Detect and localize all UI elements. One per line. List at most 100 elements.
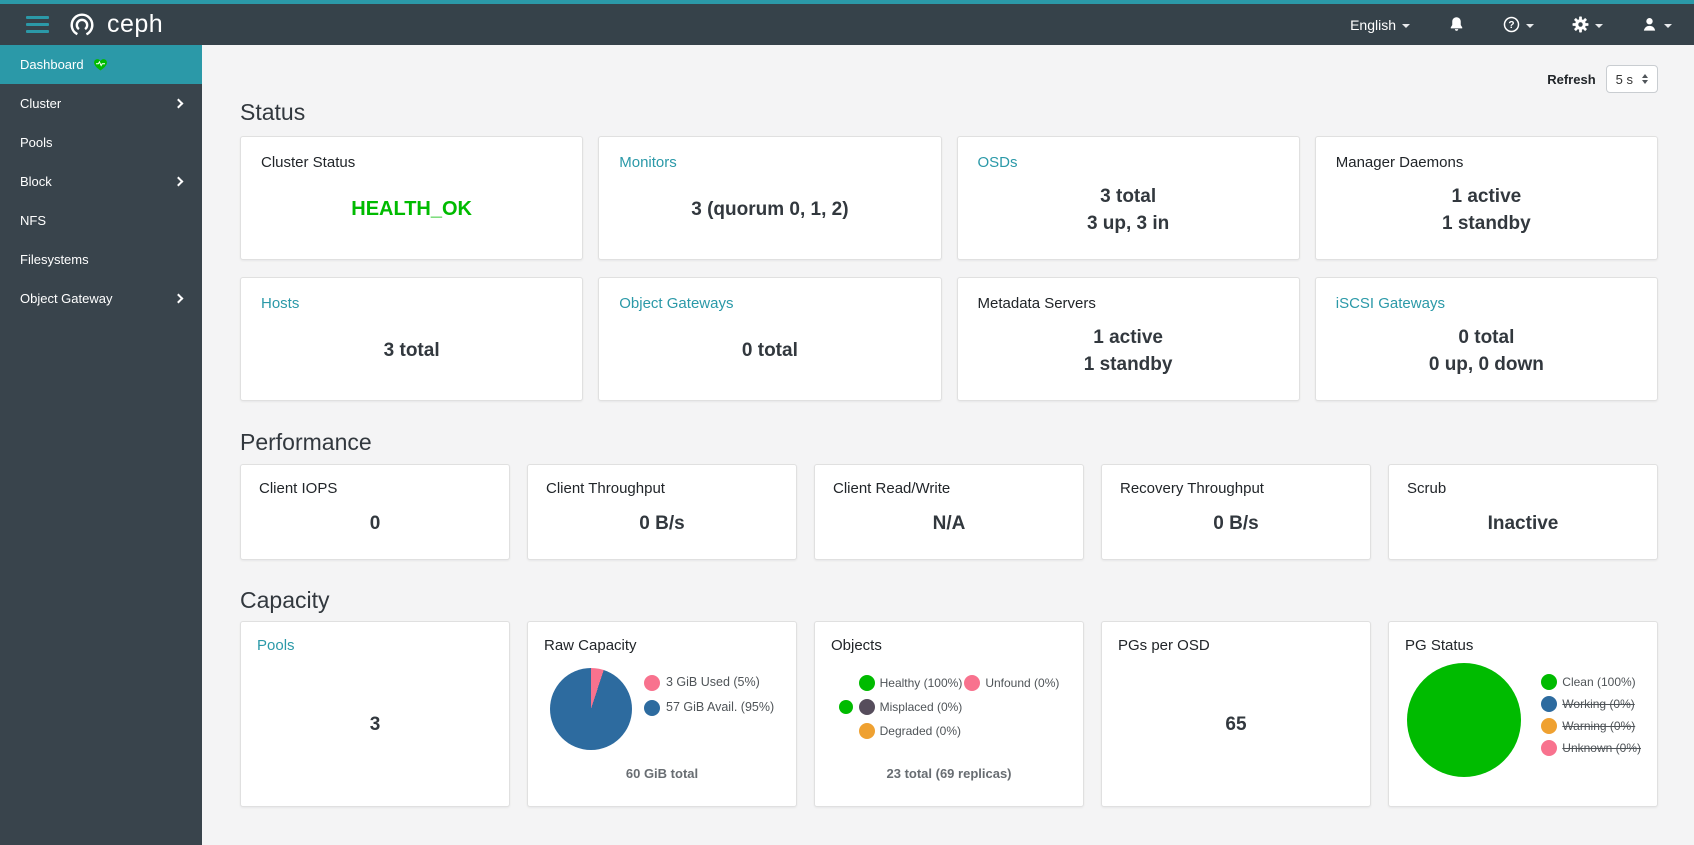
- rgw-total: 0 total: [741, 340, 798, 361]
- legend-item-unfound[interactable]: Unfound (0%): [964, 671, 1059, 695]
- iscsi-total: 0 total: [1458, 326, 1515, 348]
- legend-label: Working (0%): [1562, 697, 1635, 711]
- mds-standby: 1 standby: [1083, 353, 1173, 375]
- legend-dot: [644, 699, 660, 716]
- refresh-label: Refresh: [1547, 71, 1596, 87]
- user-icon: [1643, 18, 1656, 31]
- legend-item-healthy[interactable]: Healthy (100%): [858, 671, 963, 695]
- card-client-throughput: Client Throughput 0 B/s: [527, 464, 797, 560]
- sidebar-item-cluster[interactable]: Cluster: [0, 84, 202, 123]
- legend-item-available[interactable]: 57 GiB Avail. (95%): [644, 695, 774, 720]
- hosts-link[interactable]: Hosts: [261, 295, 300, 312]
- refresh-interval-select[interactable]: 5 s: [1605, 65, 1658, 93]
- pg-status-title: PG Status: [1405, 637, 1474, 654]
- caret-down-icon: [1595, 23, 1603, 28]
- card-recovery-throughput: Recovery Throughput 0 B/s: [1101, 464, 1371, 560]
- language-dropdown[interactable]: English: [1350, 17, 1410, 33]
- card-pgs-per-osd: PGs per OSD 65: [1101, 621, 1371, 807]
- client-throughput-title: Client Throughput: [546, 480, 665, 497]
- scrub-title: Scrub: [1407, 480, 1447, 497]
- sidebar-item-dashboard[interactable]: Dashboard: [0, 45, 202, 84]
- monitors-link[interactable]: Monitors: [619, 154, 677, 171]
- chevron-right-icon: [173, 293, 184, 304]
- metadata-servers-title: Metadata Servers: [977, 295, 1096, 312]
- legend-item-clean[interactable]: Clean (100%): [1541, 671, 1641, 693]
- sidebar-item-nfs[interactable]: NFS: [0, 201, 202, 240]
- card-iscsi-gateways: iSCSI Gateways 0 total 0 up, 0 down: [1314, 277, 1658, 401]
- raw-capacity-pie-chart: [550, 668, 632, 750]
- legend-item-unknown[interactable]: Unknown (0%): [1541, 737, 1641, 759]
- card-manager-daemons: Manager Daemons 1 active 1 standby: [1314, 136, 1658, 260]
- section-title-performance: Performance: [240, 429, 372, 455]
- section-title-capacity: Capacity: [240, 587, 330, 613]
- user-dropdown[interactable]: [1641, 16, 1672, 33]
- caret-down-icon: [1664, 23, 1672, 28]
- card-client-read-write: Client Read/Write N/A: [814, 464, 1084, 560]
- legend-item-warning[interactable]: Warning (0%): [1541, 715, 1641, 737]
- osds-link[interactable]: OSDs: [977, 154, 1018, 171]
- sidebar-item-filesystems[interactable]: Filesystems: [0, 240, 202, 279]
- osds-up-in: 3 up, 3 in: [1086, 212, 1170, 234]
- client-read-write-title: Client Read/Write: [833, 480, 951, 497]
- card-monitors: Monitors 3 (quorum 0, 1, 2): [598, 136, 942, 260]
- manager-daemons-title: Manager Daemons: [1335, 154, 1464, 171]
- card-cluster-status: Cluster Status HEALTH_OK: [240, 136, 584, 260]
- legend-label: Warning (0%): [1562, 719, 1636, 733]
- caret-down-icon: [1402, 23, 1410, 28]
- object-gateways-link[interactable]: Object Gateways: [619, 295, 734, 312]
- chevron-right-icon: [173, 176, 184, 187]
- sidebar-toggle-button[interactable]: [24, 14, 51, 35]
- status-card-grid: Cluster Status HEALTH_OK Monitors 3 (quo…: [240, 136, 1658, 401]
- mgr-active: 1 active: [1451, 185, 1522, 207]
- sidebar-item-object-gateway[interactable]: Object Gateway: [0, 279, 202, 318]
- capacity-card-grid: Pools 3 Raw Capacity 3 GiB Used (5%) 57 …: [240, 621, 1658, 807]
- sidebar-item-block[interactable]: Block: [0, 162, 202, 201]
- card-osds: OSDs 3 total 3 up, 3 in: [956, 136, 1300, 260]
- pg-status-pie-chart: [1407, 663, 1521, 777]
- recovery-throughput-title: Recovery Throughput: [1120, 480, 1264, 497]
- svg-text:?: ?: [1508, 20, 1514, 31]
- performance-card-grid: Client IOPS 0 Client Throughput 0 B/s Cl…: [240, 464, 1658, 560]
- hosts-total: 3 total: [383, 340, 440, 361]
- chevron-right-icon: [173, 98, 184, 109]
- refresh-interval-value: 5 s: [1615, 71, 1633, 87]
- legend-item-used[interactable]: 3 GiB Used (5%): [644, 670, 774, 695]
- sidebar-item-label: Block: [20, 174, 52, 189]
- settings-dropdown[interactable]: [1572, 16, 1603, 33]
- brand-link[interactable]: ceph: [67, 10, 163, 40]
- legend-item-degraded[interactable]: Degraded (0%): [858, 719, 963, 743]
- client-throughput-value: 0 B/s: [639, 513, 685, 534]
- card-metadata-servers: Metadata Servers 1 active 1 standby: [956, 277, 1300, 401]
- legend-item-misplaced[interactable]: Misplaced (0%): [858, 695, 963, 719]
- card-object-gateways: Object Gateways 0 total: [598, 277, 942, 401]
- card-hosts: Hosts 3 total: [240, 277, 584, 401]
- iscsi-gateways-link[interactable]: iSCSI Gateways: [1335, 295, 1445, 312]
- legend-label: Misplaced (0%): [879, 700, 963, 714]
- card-scrub: Scrub Inactive: [1388, 464, 1658, 560]
- pgs-per-osd-title: PGs per OSD: [1118, 637, 1210, 654]
- gear-icon: [1572, 16, 1589, 33]
- pools-count: 3: [369, 714, 381, 735]
- sidebar-item-label: Pools: [20, 135, 53, 150]
- sidebar-item-pools[interactable]: Pools: [0, 123, 202, 162]
- sidebar-item-label: Dashboard: [20, 57, 84, 72]
- notifications-button[interactable]: [1448, 16, 1465, 33]
- legend-item-working[interactable]: Working (0%): [1541, 693, 1641, 715]
- cluster-status-title: Cluster Status: [261, 154, 356, 171]
- pools-link[interactable]: Pools: [257, 637, 295, 654]
- card-pools: Pools 3: [240, 621, 510, 807]
- legend-dot: [858, 675, 875, 691]
- hamburger-icon: [26, 16, 49, 19]
- legend-label: 57 GiB Avail. (95%): [666, 700, 775, 714]
- legend-dot: [858, 699, 875, 715]
- pgs-per-osd-value: 65: [1225, 714, 1247, 735]
- legend-label: Degraded (0%): [879, 724, 961, 738]
- legend-label: Healthy (100%): [879, 676, 963, 690]
- caret-down-icon: [1526, 23, 1534, 28]
- help-dropdown[interactable]: ?: [1503, 16, 1534, 33]
- raw-capacity-total: 60 GiB total: [625, 766, 699, 781]
- help-icon: ?: [1503, 16, 1520, 33]
- section-title-status: Status: [240, 99, 306, 125]
- legend-dot: [1541, 696, 1558, 712]
- objects-total: 23 total (69 replicas): [886, 766, 1012, 781]
